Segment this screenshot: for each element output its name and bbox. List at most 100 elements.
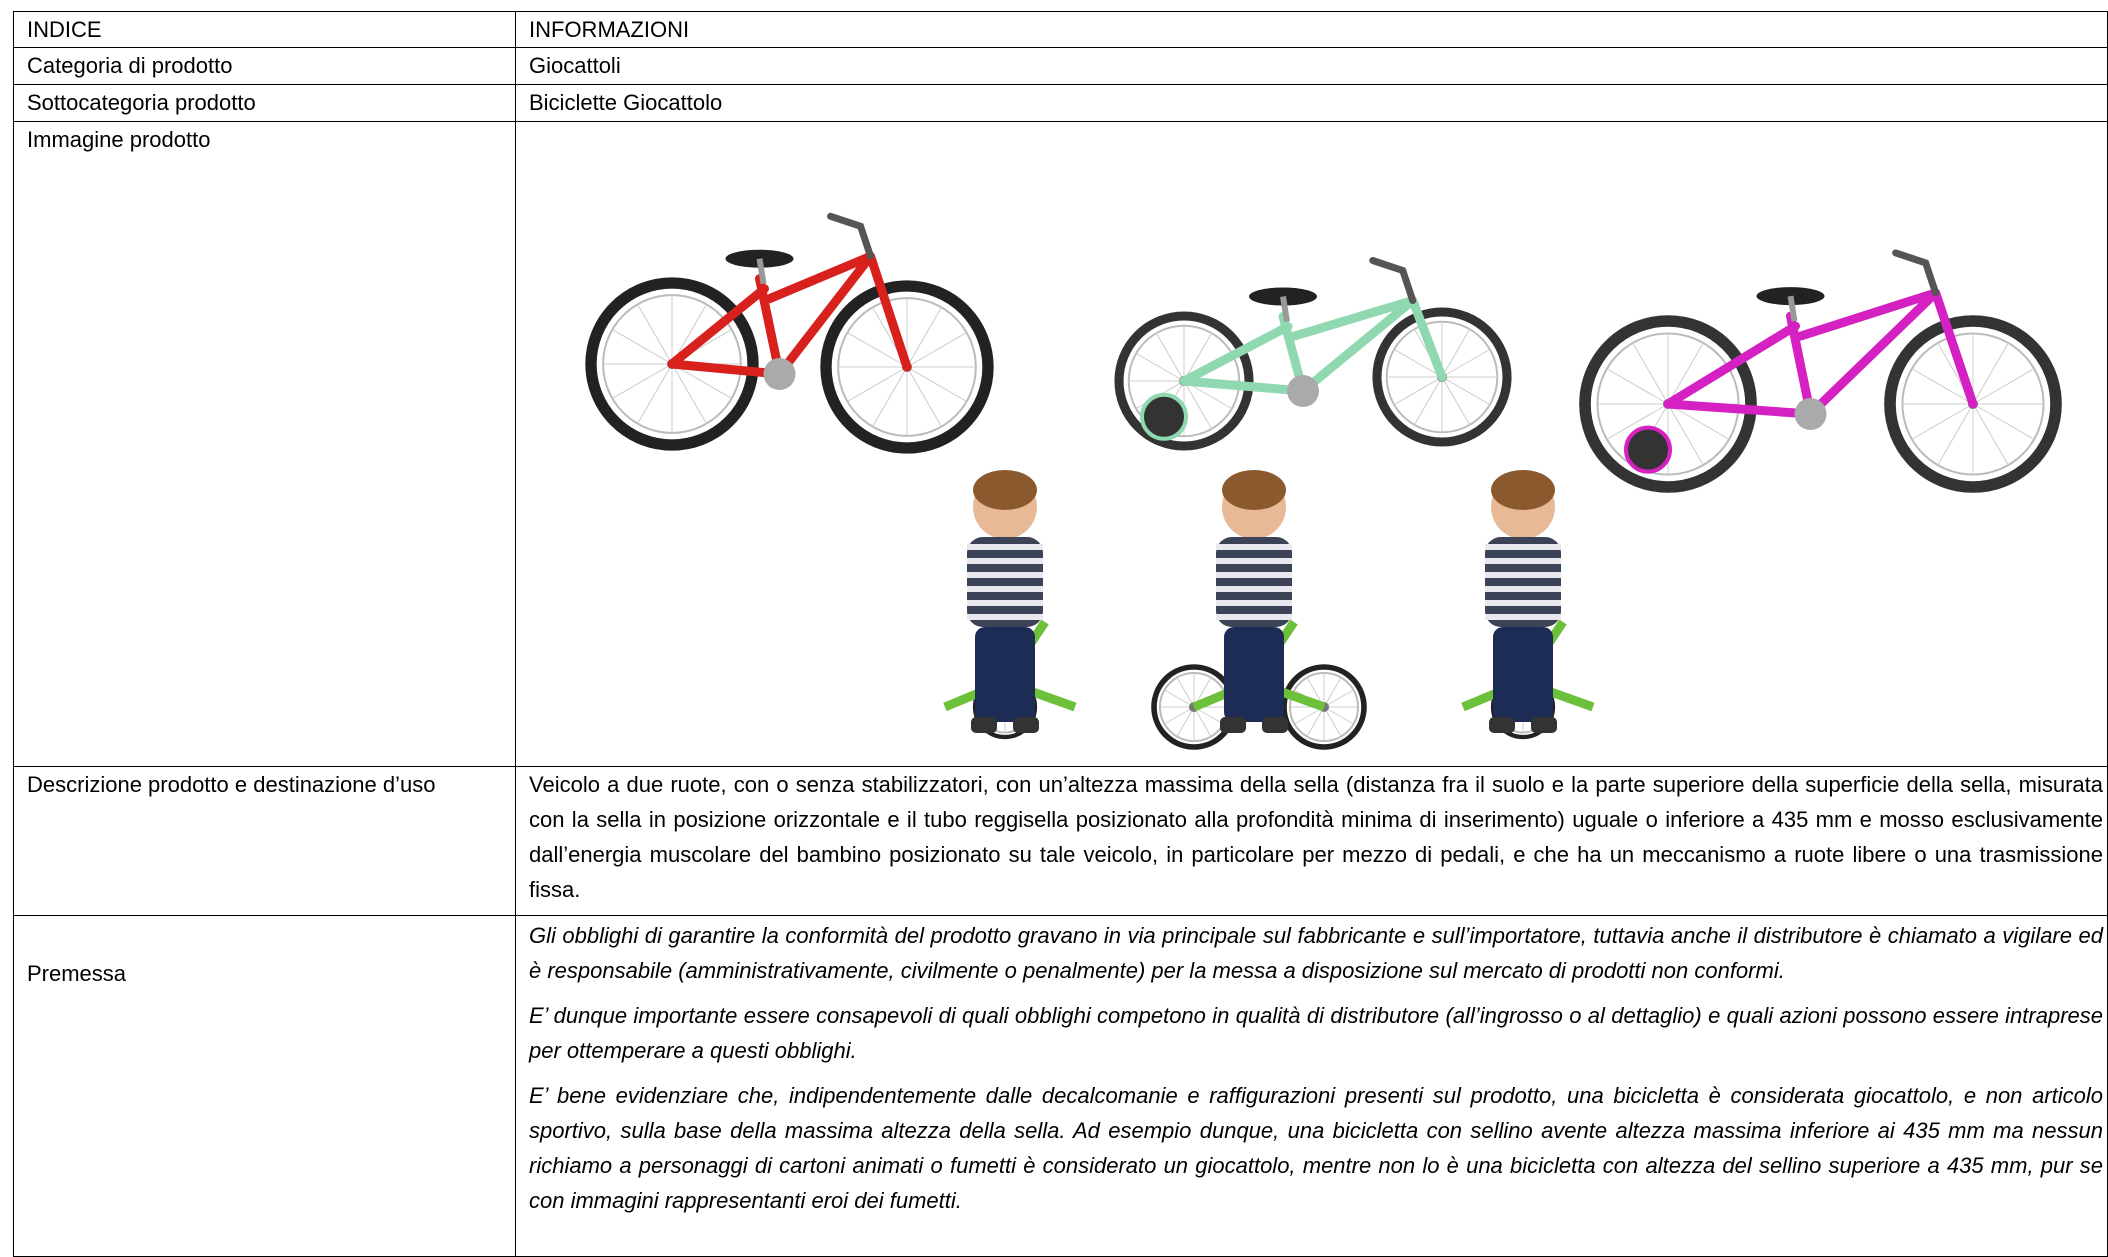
frame <box>667 251 912 379</box>
training-wheel <box>1624 425 1672 474</box>
spoke <box>1176 677 1195 708</box>
spoke <box>612 329 673 365</box>
shoe <box>1262 717 1288 733</box>
spoke <box>1911 368 1974 405</box>
header-cell: INDICE <box>13 11 516 48</box>
spoke <box>671 363 732 399</box>
stripe <box>967 544 1043 550</box>
stripe <box>1485 544 1561 550</box>
spoke <box>906 332 967 368</box>
spoke <box>906 366 942 427</box>
stripe <box>1485 572 1561 578</box>
image-cell <box>515 121 2108 767</box>
frame <box>1663 288 1978 419</box>
handlebar <box>1369 257 1417 304</box>
key-cell: Sottocategoria prodotto <box>13 84 516 122</box>
spoke <box>1667 403 1704 466</box>
wheel <box>820 280 994 454</box>
key-cell: Immagine prodotto <box>13 121 516 767</box>
trousers <box>1493 627 1553 722</box>
spoke <box>1183 380 1213 430</box>
spoke <box>1193 706 1212 737</box>
spoke <box>847 332 908 368</box>
wheel <box>1579 315 1757 493</box>
spoke <box>1667 342 1704 405</box>
training-wheel <box>1140 392 1188 441</box>
stripe <box>1216 544 1292 550</box>
stripe <box>967 572 1043 578</box>
spoke <box>1937 403 1974 466</box>
stripe <box>1216 586 1292 592</box>
key-cell: Premessa <box>13 915 516 1257</box>
wheel <box>1884 315 2062 493</box>
spoke <box>1164 689 1195 708</box>
info-table: INDICE INFORMAZIONI Categoria di prodotto… <box>13 11 2108 1257</box>
crank <box>1794 398 1827 430</box>
spoke <box>1632 342 1669 405</box>
trousers <box>975 627 1035 722</box>
spoke <box>637 304 673 365</box>
spoke <box>1972 368 2035 405</box>
shoe <box>1220 717 1246 733</box>
shoe <box>971 717 997 733</box>
spoke <box>1911 403 1974 440</box>
spoke <box>1413 376 1443 426</box>
paragraph: E’ dunque importante essere consapevoli … <box>529 1003 2103 1063</box>
spoke <box>1323 677 1342 708</box>
spoke <box>1606 403 1669 440</box>
key-text: Premessa <box>27 961 127 986</box>
stripe <box>1216 558 1292 564</box>
spoke <box>1441 348 1491 378</box>
spoke <box>1972 403 2009 466</box>
spoke <box>847 366 908 402</box>
value-cell: Giocattoli <box>515 47 2108 85</box>
value-cell: Biciclette Giocattolo <box>515 84 2108 122</box>
product-images <box>585 212 2062 750</box>
spoke <box>872 366 908 427</box>
stripe <box>1216 572 1292 578</box>
paragraph: E’ bene evidenziare che, indipendentemen… <box>529 1083 2103 1213</box>
stripe <box>1216 614 1292 620</box>
spoke <box>1155 332 1185 382</box>
spoke <box>1183 332 1213 382</box>
spoke <box>612 363 673 399</box>
header-cell: INFORMAZIONI <box>515 11 2108 48</box>
seatpost <box>1280 296 1290 322</box>
hair <box>1222 470 1286 510</box>
shirt <box>967 537 1043 627</box>
spoke <box>1323 706 1354 725</box>
spoke <box>1164 706 1195 725</box>
seatpost <box>756 258 767 285</box>
spoke <box>1441 328 1471 378</box>
spoke <box>671 363 707 424</box>
crank <box>1287 375 1319 407</box>
hair <box>1491 470 1555 510</box>
spoke <box>1972 403 2035 440</box>
value-cell: Veicolo a due ruote, con o senza stabili… <box>515 766 2108 916</box>
spoke <box>1667 403 1730 440</box>
wheel <box>585 277 759 451</box>
stripe <box>967 558 1043 564</box>
trousers <box>1224 627 1284 722</box>
stripe <box>1485 558 1561 564</box>
spoke <box>1323 689 1354 708</box>
spoke <box>1323 706 1342 737</box>
shoe <box>1531 717 1557 733</box>
spoke <box>637 363 673 424</box>
spoke <box>1441 376 1471 426</box>
spoke <box>1176 706 1195 737</box>
spoke <box>1393 376 1443 406</box>
value-cell: Gli obblighi di garantire la conformità … <box>515 915 2108 1257</box>
shirt <box>1216 537 1292 627</box>
stripe <box>967 614 1043 620</box>
hair <box>973 470 1037 510</box>
handlebar <box>827 212 875 260</box>
stripe <box>1485 600 1561 606</box>
stripe <box>1485 614 1561 620</box>
seatpost <box>1787 295 1798 322</box>
wheel <box>1372 307 1512 447</box>
paragraph: Gli obblighi di garantire la conformità … <box>529 923 2103 983</box>
spoke <box>1193 706 1224 725</box>
